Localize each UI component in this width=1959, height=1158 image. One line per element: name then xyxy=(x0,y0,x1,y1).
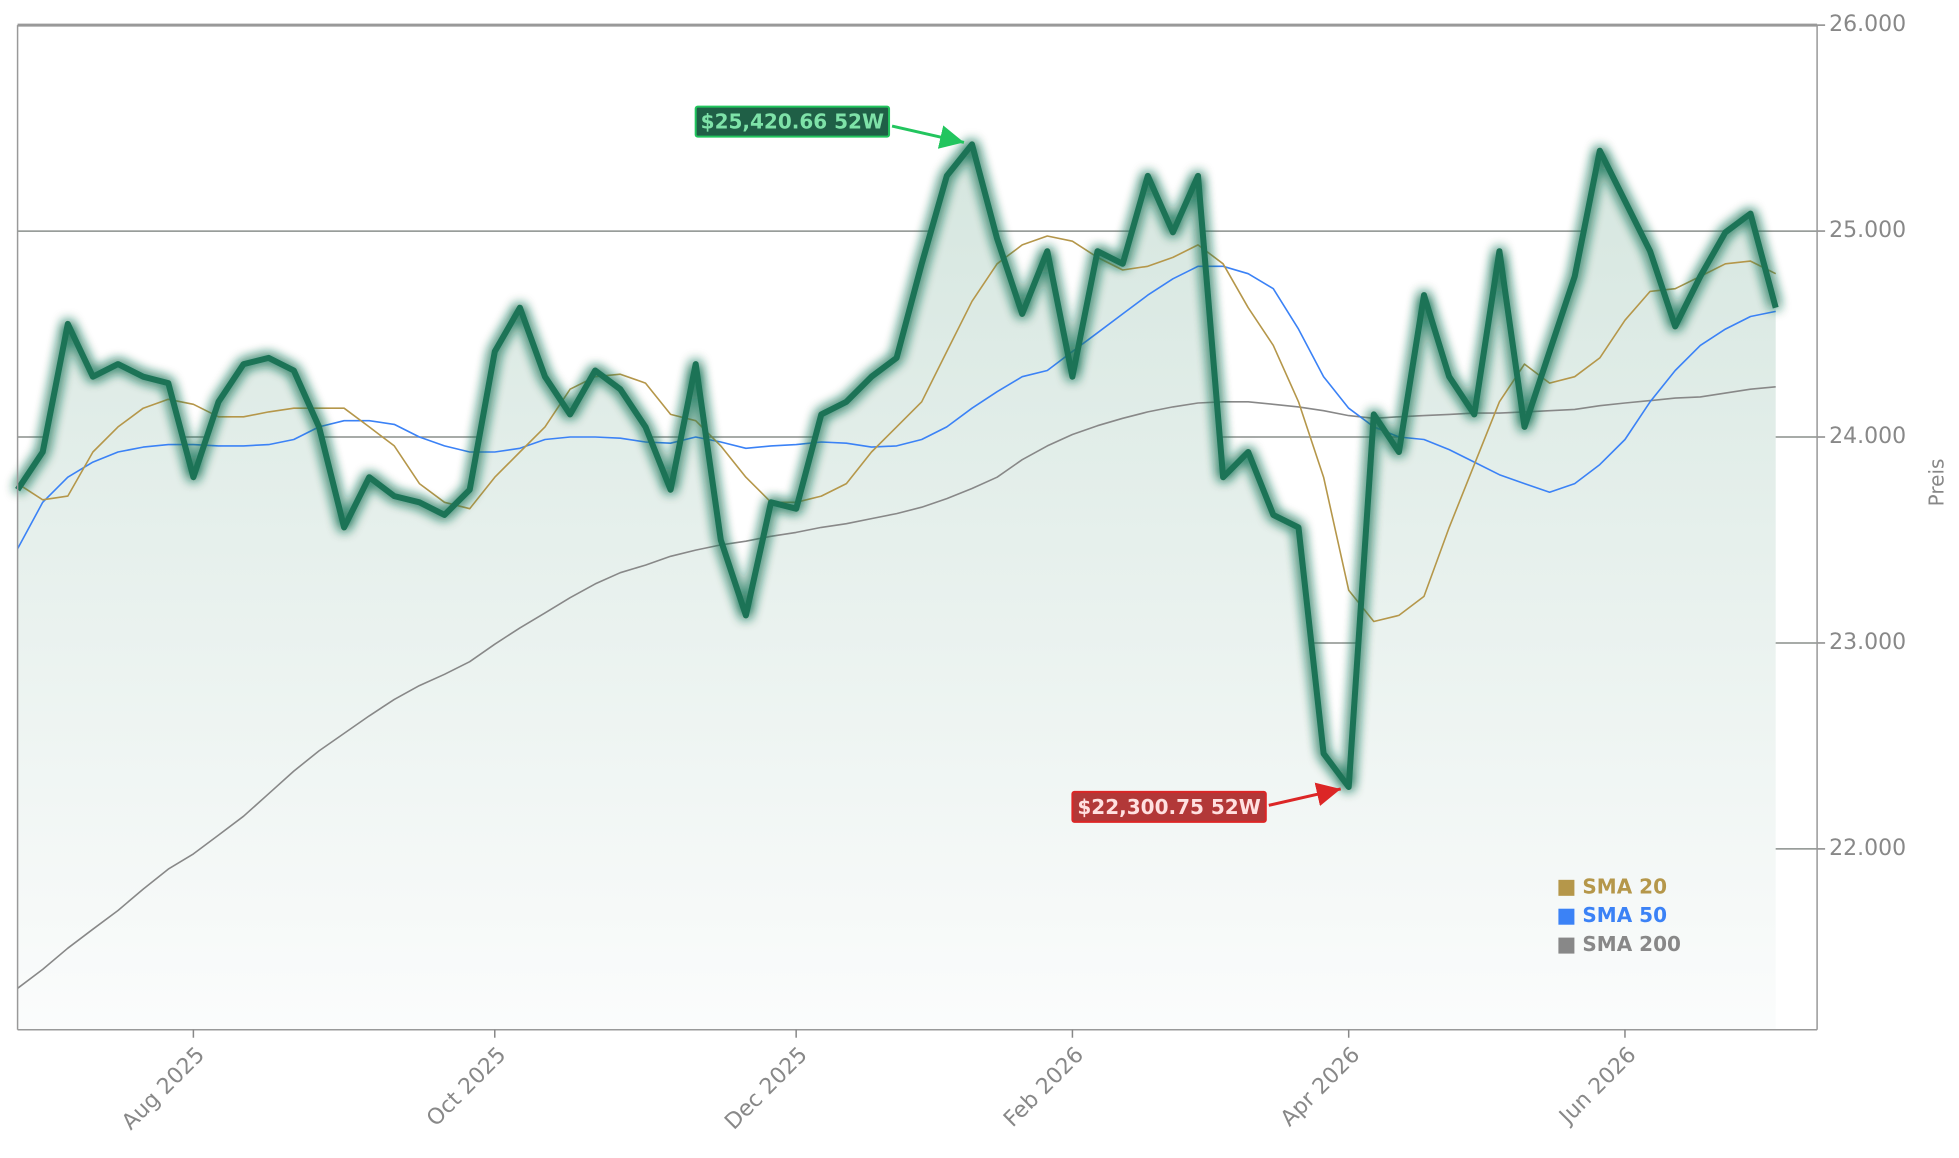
annotation: $25,420.66 52W xyxy=(694,105,891,138)
x-tick-label: Aug 2025 xyxy=(117,1043,210,1136)
sma-line xyxy=(16,265,1776,550)
legend-label: SMA 20 xyxy=(1582,874,1667,898)
annotation-arrow xyxy=(891,124,965,149)
x-tick-label: Dec 2025 xyxy=(720,1043,812,1135)
annotation-label: $25,420.66 52W xyxy=(701,110,884,134)
annotation-box xyxy=(1071,790,1267,823)
legend-swatch xyxy=(1558,937,1575,954)
y-tick-label: 22.000 xyxy=(1829,836,1906,861)
annotation-arrow xyxy=(1268,782,1342,807)
sma-line xyxy=(17,386,1776,989)
price-line xyxy=(15,141,1779,790)
y-tick-label: 26.000 xyxy=(1829,12,1906,37)
legend-swatch xyxy=(1558,879,1575,896)
annotation: $22,300.75 52W xyxy=(1071,790,1267,823)
x-tick-label: Feb 2026 xyxy=(999,1043,1089,1133)
annotation-box xyxy=(694,105,891,138)
y-tick-label: 24.000 xyxy=(1829,424,1906,449)
legend-swatch xyxy=(1558,908,1575,925)
y-axis-label: Preis xyxy=(1925,459,1949,507)
x-tick-label: Oct 2025 xyxy=(422,1043,511,1132)
legend-label: SMA 200 xyxy=(1582,932,1681,956)
y-tick-label: 25.000 xyxy=(1829,218,1906,243)
legend-label: SMA 50 xyxy=(1582,903,1667,927)
y-tick-label: 23.000 xyxy=(1829,630,1906,655)
x-tick-label: Apr 2026 xyxy=(1276,1043,1365,1132)
annotation-label: $22,300.75 52W xyxy=(1077,795,1260,819)
x-tick-label: Jun 2026 xyxy=(1554,1043,1642,1131)
price-area xyxy=(17,144,1776,1030)
